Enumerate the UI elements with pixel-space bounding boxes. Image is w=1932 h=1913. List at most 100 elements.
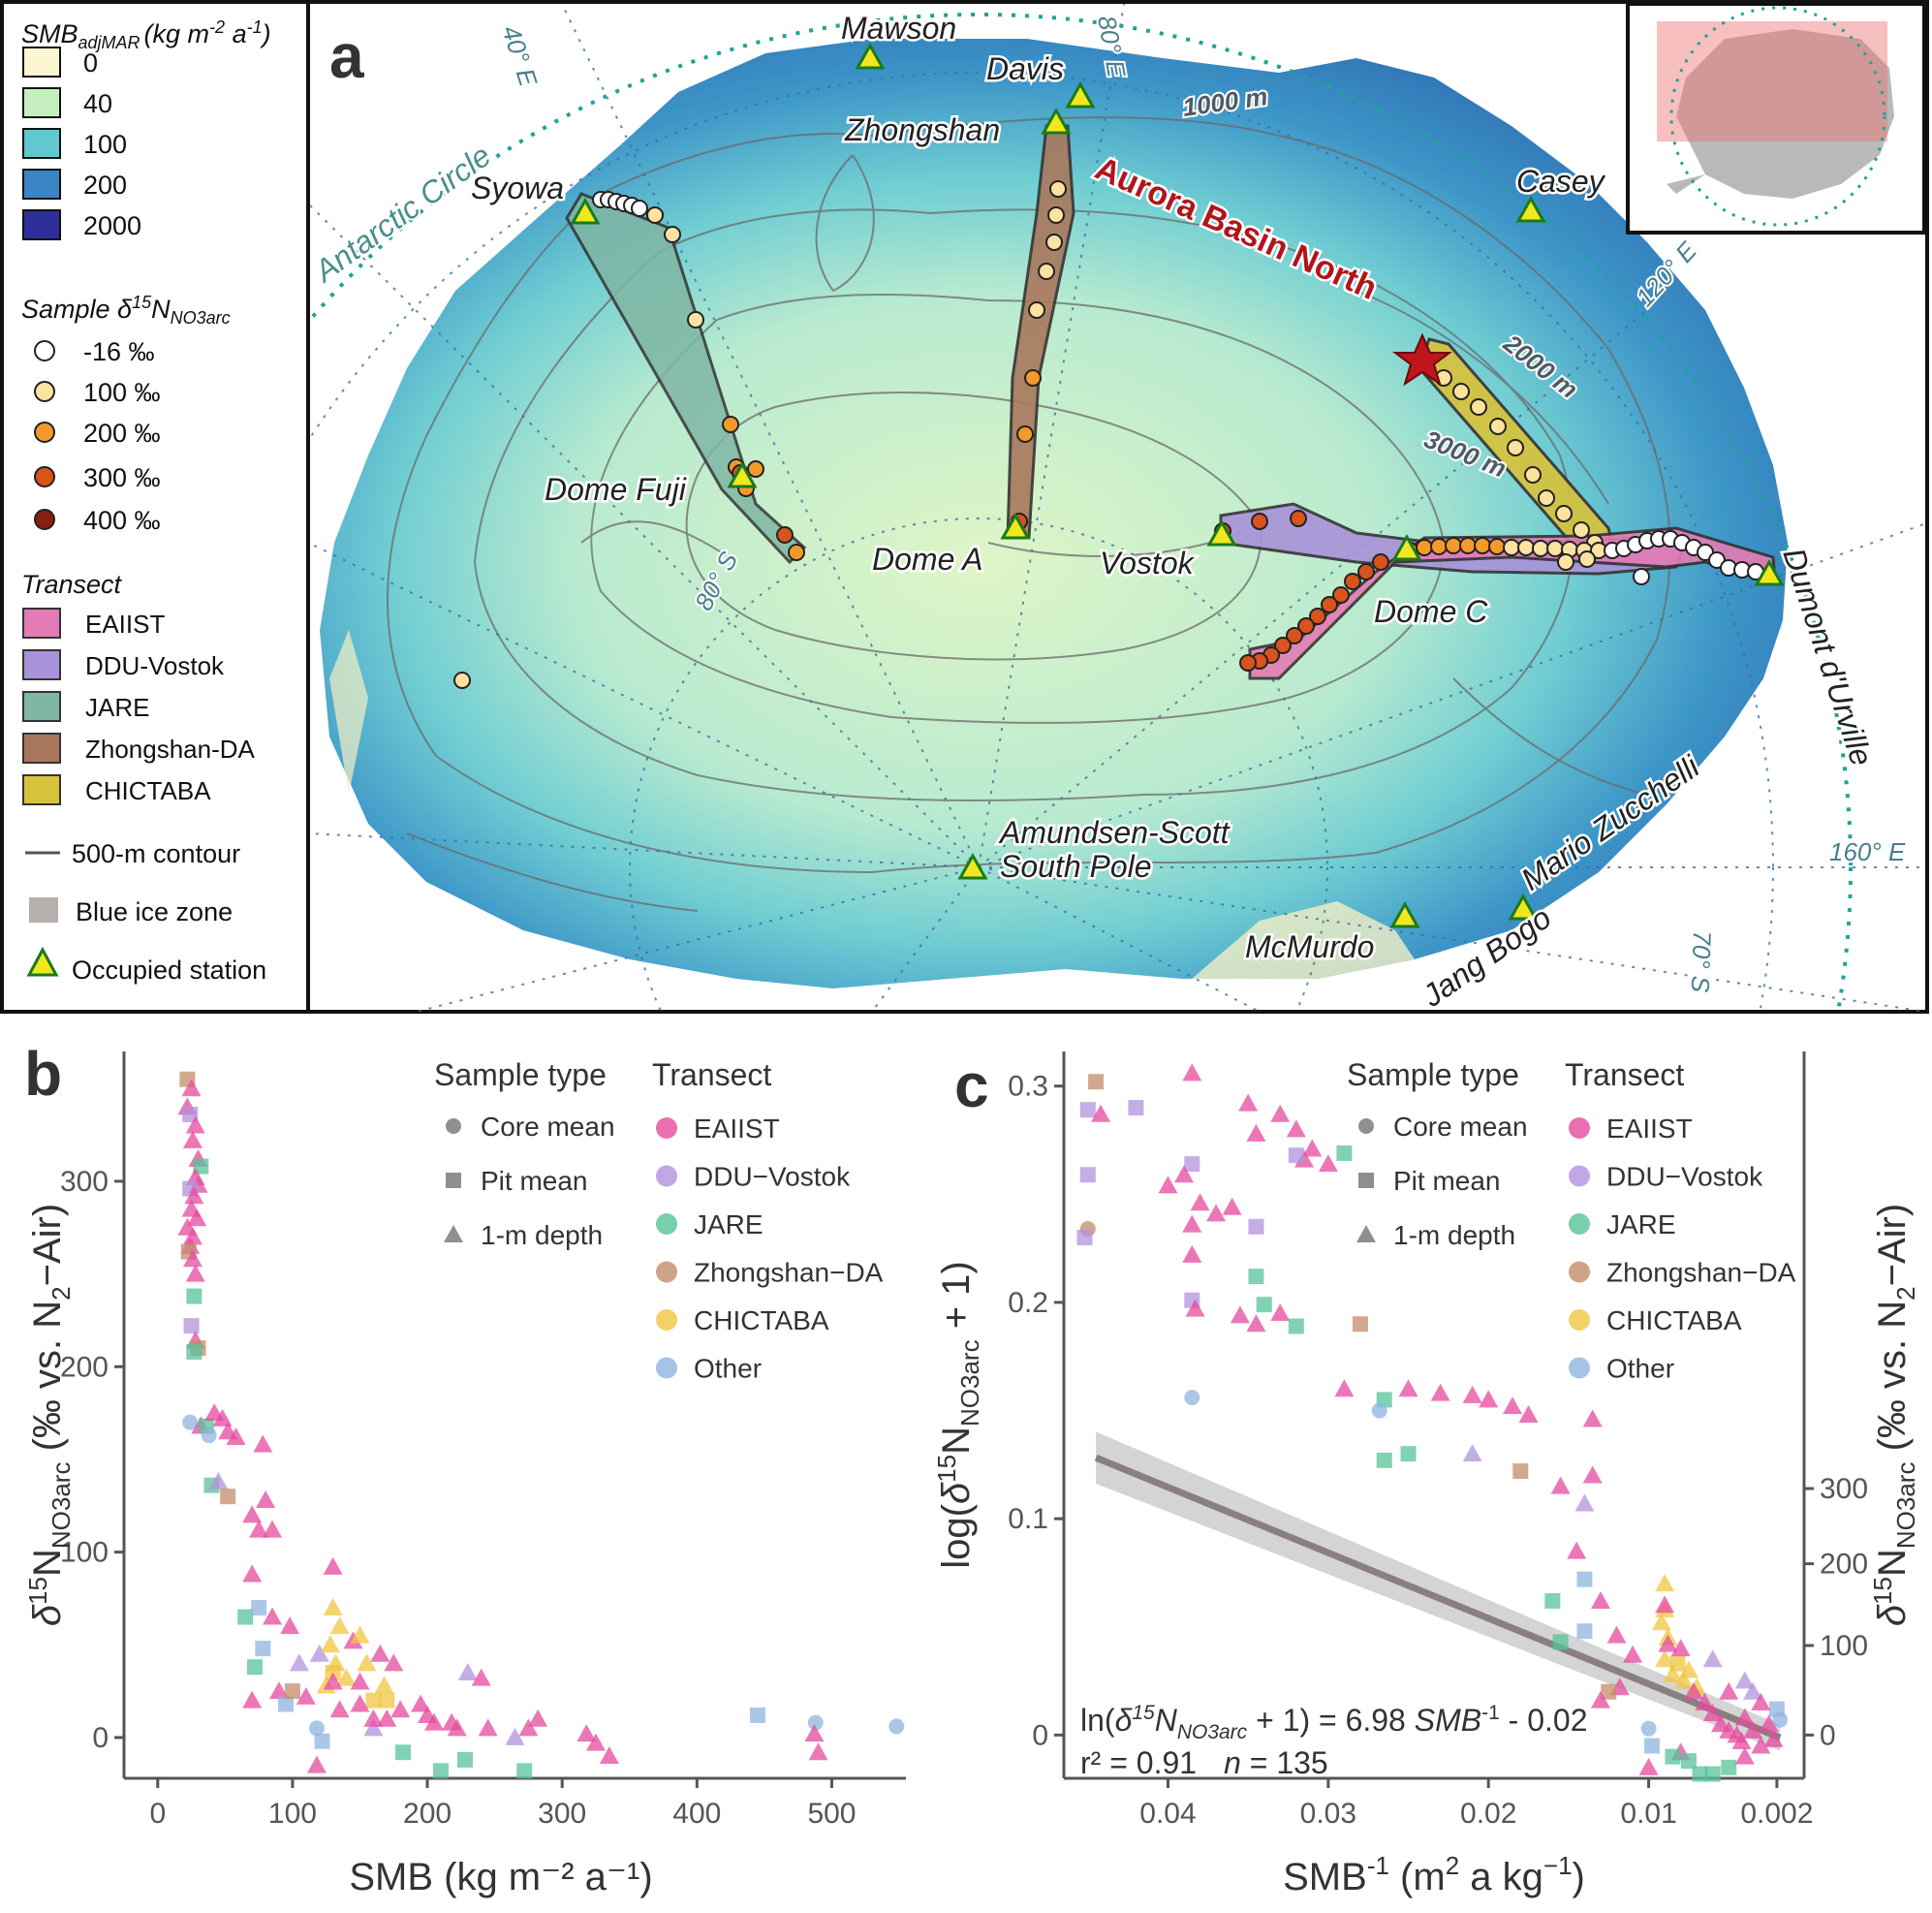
scatter-point-triangle [1678,1660,1698,1678]
scatter-point-triangle [384,1653,404,1672]
legend-transect-title: Transect [652,1057,771,1092]
panel-b-chart: b 0 100 200 300 400 500 0 100 200 300 SMB (kg m⁻²… [23,1039,906,1898]
scatter-point-triangle [208,1471,229,1490]
scatter-point-triangle [1751,1692,1771,1710]
x-tick-label: 400 [672,1798,721,1830]
scatter-point-square [1256,1297,1272,1313]
y-tick-label: 100 [60,1537,109,1569]
scatter-point-triangle [1734,1746,1755,1765]
scatter-point-triangle [1719,1681,1739,1700]
scatter-point-square [1079,1102,1096,1118]
scatter-point-triangle [374,1676,394,1694]
legend-transect-item: DDU−Vostok [694,1162,851,1192]
scatter-point-square [1358,1173,1374,1188]
station-label-south-pole: South Pole [1000,849,1152,884]
scatter-point-square [1576,1571,1593,1587]
lon-label-40e: 40° E [496,22,543,91]
map-sample-point [1488,538,1506,555]
scatter-point-triangle [1683,1681,1703,1700]
scatter-point-square [446,1173,461,1188]
scatter-point-triangle [1398,1379,1418,1397]
map-sample-point [747,460,764,478]
y-tick-label-left: 0.1 [1008,1503,1048,1535]
panel-c-legend: Sample type Core mean Pit mean 1-m depth Tra… [1347,1057,1796,1384]
legend-smb-swatch [22,209,61,240]
map-sample-point [722,416,739,433]
scatter-point-triangle [518,1718,539,1737]
scatter-point-triangle [256,1490,276,1509]
scatter-point-circle [1358,1118,1374,1134]
x-tick-label: 200 [403,1798,452,1830]
x-tick-label: 0.01 [1620,1798,1676,1830]
map-sample-point [1532,540,1549,557]
legend-transect-title: Transect [1565,1057,1684,1092]
scatter-point-square [1376,1452,1392,1468]
inset-extent-box [1657,21,1887,141]
scatter-point-square [1544,1592,1561,1609]
map-sample-point [1321,596,1338,613]
scatter-point-triangle [370,1644,390,1662]
legend-transect-swatch [656,1213,677,1235]
scatter-point-square [1248,1218,1264,1235]
legend-sample-label: 300 ‰ [83,463,161,492]
scatter-point-triangle [576,1724,597,1742]
y-tick-label-right: 200 [1820,1549,1868,1581]
legend-transect-label: EAIIST [85,610,165,639]
scatter-point-triangle [444,1225,463,1242]
panel-c-y-label-right: δ15NNO3arc (‰ vs. N2−Air) [1868,1204,1920,1626]
map-sample-point [1633,568,1650,585]
x-tick-label: 0.02 [1460,1798,1516,1830]
panel-c-fit [1094,1431,1782,1751]
station-marker [855,42,886,70]
legend-sample-label: -16 ‰ [83,337,155,366]
scatter-point-triangle [1550,1476,1571,1494]
scatter-point-square [1076,1229,1093,1245]
scatter-point-triangle [1574,1493,1595,1512]
station-marker [1000,512,1031,540]
scatter-point-triangle [1222,1197,1242,1215]
station-marker [1391,533,1422,561]
panel-c-x-label: SMB-1 (m2 a kg−1) [1283,1851,1585,1898]
scatter-point-triangle [182,1249,203,1268]
scatter-point-triangle [1582,1465,1603,1484]
scatter-point-square [1128,1100,1144,1116]
station-marker [1754,558,1785,586]
scatter-point-square [284,1683,300,1700]
scatter-point-triangle [187,1208,207,1227]
map-sample-point [1430,538,1448,555]
legend-sample-label: 200 ‰ [83,419,161,448]
map-sample-point [1517,539,1535,556]
legend-transect-swatch [656,1309,677,1331]
y-tick-label-left: 0.2 [1008,1287,1048,1319]
map-sample-point [1555,505,1573,522]
legend-sample-swatch [34,466,55,487]
scatter-point-square [1680,1753,1697,1770]
scatter-point-triangle [269,1681,290,1700]
legend-sample-type-item: Pit mean [481,1166,588,1196]
station-marker [1206,518,1237,547]
map-sample-point [1016,425,1034,443]
scatter-point-triangle [336,1668,357,1686]
legend-transect-item: Other [694,1354,762,1384]
station-marker [957,852,988,880]
legend-transect-items: EAIIST DDU-Vostok JARE Zhongshan-DA CHICTABA [22,608,256,805]
scatter-point-triangle [1479,1390,1499,1408]
scatter-point-triangle [390,1700,411,1718]
scatter-point-square [1721,1759,1737,1775]
scatter-point-square [516,1763,533,1779]
scatter-point-triangle [323,1556,343,1575]
station-label-dumont: Dumont d'Urville [1776,544,1879,769]
map-sample-point [1047,206,1065,224]
scatter-point-triangle [263,1607,283,1625]
scatter-point-triangle [1238,1093,1259,1112]
legend-sample-type-title: Sample type [434,1057,607,1092]
scatter-point-square [1400,1446,1417,1462]
legend-transect-swatch [22,649,61,680]
map-sample-point [1573,521,1590,539]
map-sample-point [1049,180,1067,198]
scatter-point-triangle [478,1718,498,1737]
scatter-point-triangle [323,1597,343,1615]
scatter-point-triangle [320,1635,340,1653]
scatter-point-circle [308,1720,325,1737]
scatter-point-square [1184,1156,1200,1173]
